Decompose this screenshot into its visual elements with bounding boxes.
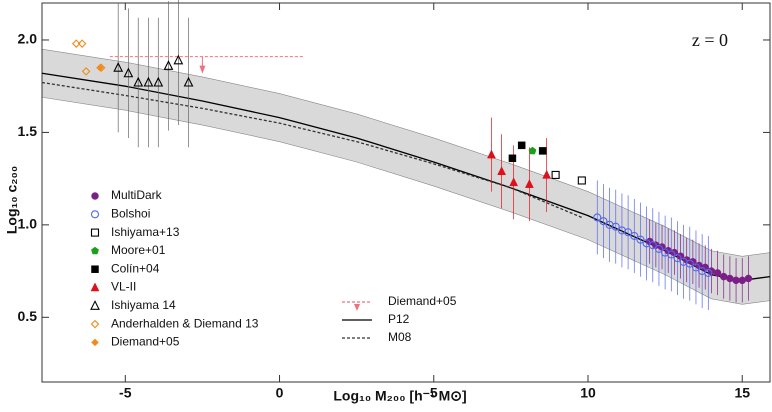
- marker: [713, 269, 722, 277]
- legend-label: Colín+04: [111, 261, 160, 275]
- y-tick-label: 1.0: [18, 216, 38, 232]
- x-tick-label: -5: [119, 385, 132, 401]
- legend-label: M08: [388, 330, 412, 344]
- marker: [738, 276, 746, 285]
- legend-label: VL-II: [111, 280, 136, 294]
- marker: [508, 154, 517, 163]
- legend-label: Anderhalden & Diemand 13: [111, 316, 259, 330]
- marker: [538, 147, 547, 155]
- y-axis-label: Log₁₀ c₂₀₀: [4, 166, 20, 234]
- legend-label: P12: [388, 312, 410, 326]
- x-tick-label: 15: [734, 385, 750, 401]
- marker: [744, 274, 753, 283]
- marker: [624, 228, 633, 237]
- plot-frame: [41, 2, 771, 383]
- y-tick-label: 2.0: [18, 31, 38, 47]
- marker: [517, 141, 526, 150]
- legend-marker: [90, 300, 100, 310]
- marker: [685, 259, 694, 268]
- marker: [673, 254, 682, 263]
- limit-arrow-head: [199, 65, 206, 74]
- legend-marker: [91, 246, 99, 255]
- x-tick-label: 10: [580, 385, 596, 401]
- marker: [542, 169, 552, 179]
- x-tick-label: 0: [276, 385, 284, 401]
- marker: [667, 250, 676, 259]
- marker: [487, 149, 496, 159]
- annotation: z = 0: [692, 30, 728, 50]
- marker: [71, 39, 81, 48]
- marker: [719, 272, 728, 281]
- marker: [81, 67, 91, 76]
- y-tick-label: 0.5: [18, 308, 38, 324]
- marker: [528, 146, 537, 155]
- marker: [577, 176, 586, 185]
- marker: [648, 241, 657, 250]
- marker: [123, 67, 134, 78]
- legend-arrow: [354, 304, 360, 311]
- legend-label: Ishiyama 14: [111, 298, 176, 312]
- marker: [163, 60, 174, 70]
- legend-marker: [90, 210, 100, 219]
- legend-label: MultiDark: [111, 188, 163, 202]
- marker: [153, 76, 164, 87]
- marker: [113, 61, 124, 72]
- marker: [173, 54, 184, 65]
- legend-marker: [91, 338, 99, 347]
- legend-marker: [91, 192, 99, 200]
- marker: [77, 39, 87, 48]
- marker: [704, 268, 713, 277]
- marker: [524, 179, 534, 188]
- legend-label: Moore+01: [111, 243, 166, 257]
- legend-marker: [90, 282, 100, 292]
- marker: [509, 177, 519, 187]
- marker: [593, 213, 602, 222]
- y-tick-label: 1.5: [18, 123, 38, 139]
- marker: [599, 217, 608, 226]
- marker: [551, 170, 560, 179]
- marker: [654, 244, 663, 253]
- legend-marker: [90, 228, 100, 237]
- legend-label: Ishiyama+13: [111, 225, 180, 239]
- x-axis-label: Log₁₀ M₂₀₀ [h⁻¹ M⊙]: [333, 388, 466, 404]
- marker: [143, 76, 154, 87]
- marker: [96, 63, 104, 72]
- legend-marker: [90, 319, 100, 329]
- marker: [726, 274, 734, 283]
- marker: [497, 166, 507, 175]
- marker: [691, 263, 701, 272]
- legend-label: Diemand+05: [388, 294, 457, 308]
- legend-label: Diemand+05: [111, 335, 180, 349]
- marker: [636, 235, 645, 244]
- legend-label: Bolshoi: [111, 206, 150, 220]
- legend-marker: [91, 265, 99, 273]
- marker: [133, 76, 144, 87]
- marker: [611, 222, 620, 231]
- marker: [630, 231, 639, 240]
- marker: [183, 76, 194, 87]
- x-tick-label: 5: [430, 385, 438, 401]
